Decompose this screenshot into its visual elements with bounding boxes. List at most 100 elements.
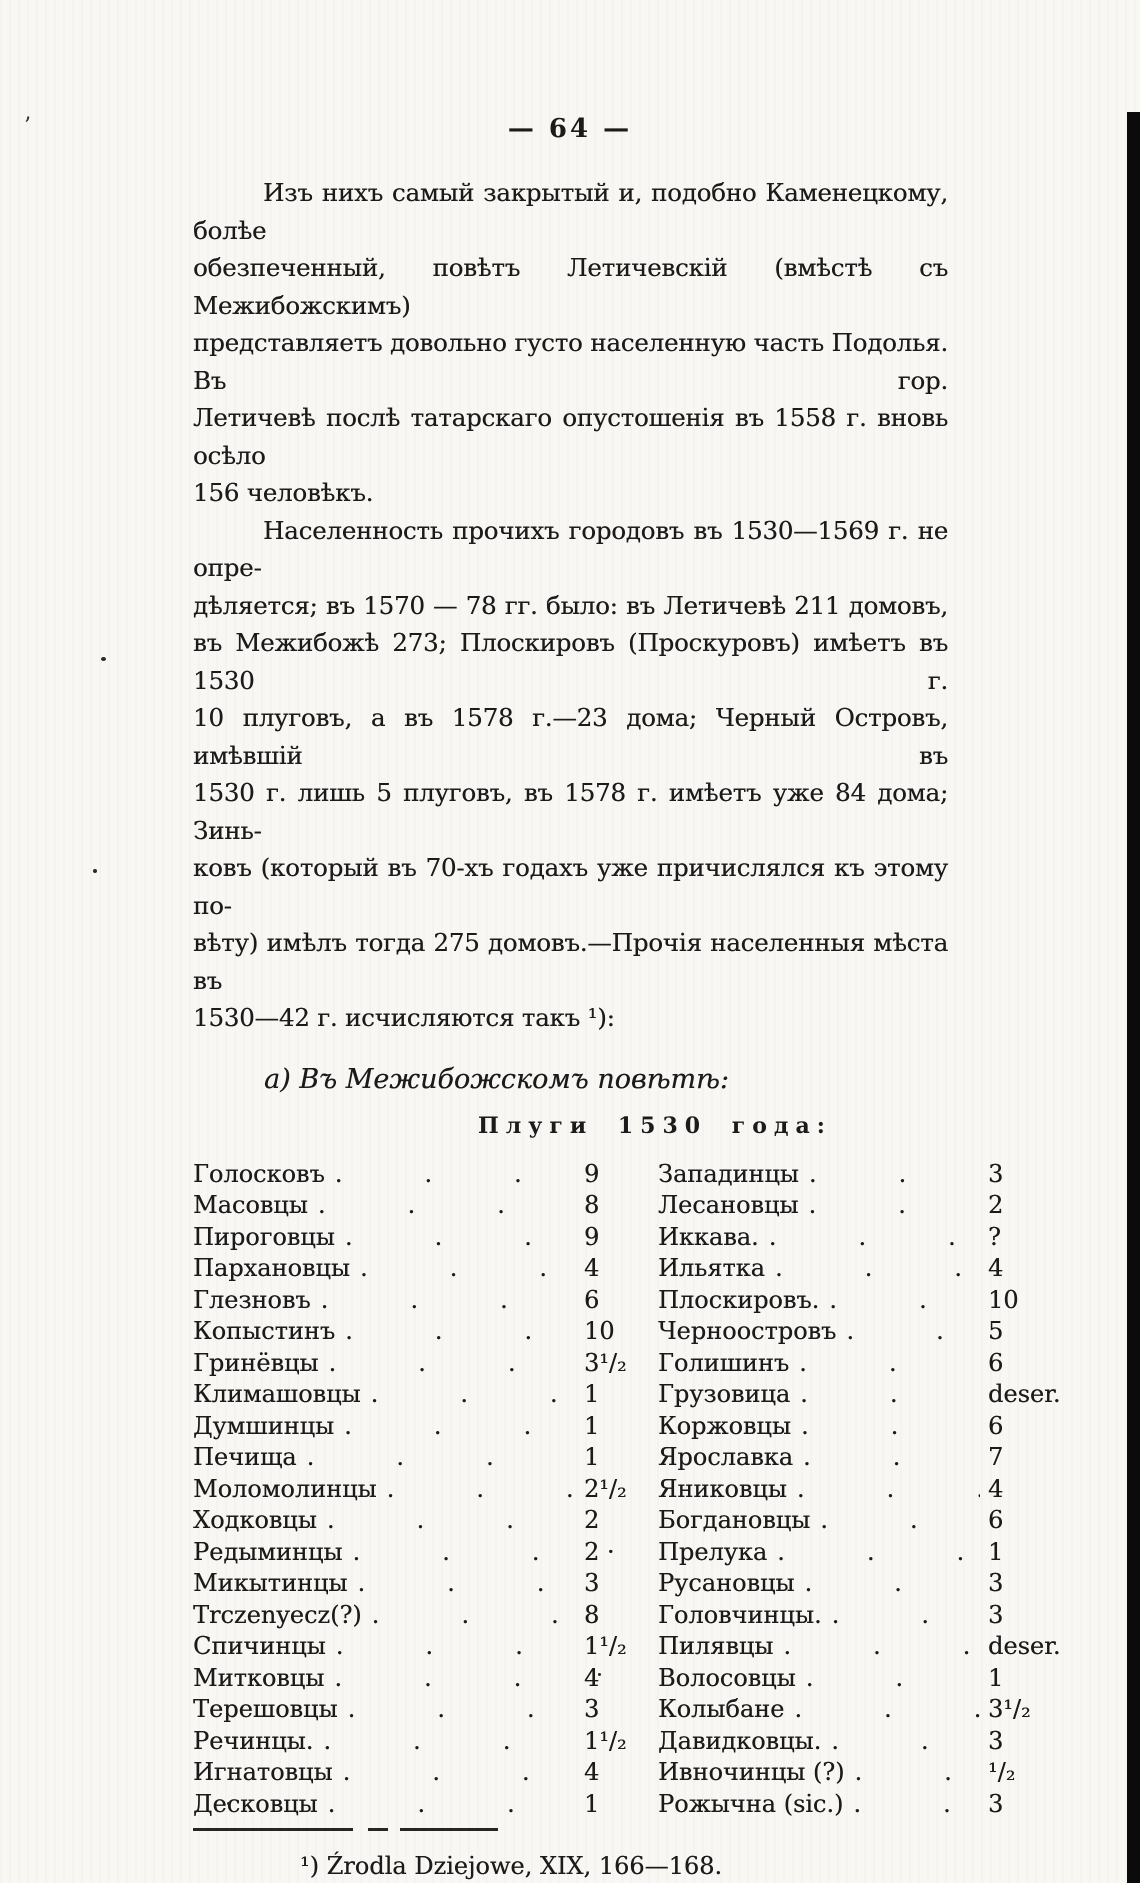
table-row: Колыбане 3¹/₂	[658, 1694, 1066, 1726]
table-row: Климашовцы 1	[193, 1379, 640, 1411]
table-row: Голишинъ 6	[658, 1348, 1066, 1380]
table-row: Богдановцы 6	[658, 1505, 1066, 1537]
plow-count: 1	[584, 1789, 600, 1818]
plow-count: 2	[584, 1506, 600, 1534]
table-row: Плоскировъ. 10	[658, 1285, 1066, 1317]
dot-leader	[335, 1159, 576, 1191]
table-row: Десковцы 1	[193, 1789, 640, 1821]
dot-leader	[352, 1537, 576, 1569]
dot-leader	[803, 1442, 980, 1474]
plow-count: 10	[584, 1317, 615, 1345]
plow-count: ?	[988, 1222, 1001, 1251]
place-name: Волосовцы	[658, 1663, 796, 1692]
place-name: Гринёвцы	[193, 1348, 319, 1377]
place-name: Ходковцы	[193, 1506, 317, 1534]
table-row: Спичинцы 1¹/₂	[193, 1631, 640, 1663]
plow-count: 3	[988, 1159, 1004, 1188]
section-heading: а) Въ Межибожскомъ повѣтѣ:	[264, 1063, 729, 1095]
scan-edge-bar	[1127, 112, 1140, 1883]
text-line: 156 человѣкъ.	[193, 478, 374, 507]
plow-count: 1	[584, 1380, 600, 1408]
plow-count: 10	[988, 1285, 1019, 1314]
scan-artifact	[227, 1802, 230, 1805]
scan-artifact: ’	[24, 114, 31, 139]
dot-leader	[820, 1505, 980, 1537]
table-row: Печища 1	[193, 1442, 640, 1474]
plow-count: 4	[584, 1254, 600, 1282]
plow-count: 3	[584, 1695, 600, 1723]
place-name: Пироговцы	[193, 1222, 335, 1251]
table-row: Терешовцы 3	[193, 1694, 640, 1726]
place-name: Масовцы	[193, 1191, 308, 1219]
page-number: — 64 —	[507, 114, 633, 144]
table-row: Давидковцы. 3	[658, 1726, 1066, 1758]
scan-artifact	[598, 1673, 601, 1676]
place-name: Иккава.	[658, 1222, 759, 1251]
table-row: Волосовцы 1	[658, 1663, 1066, 1695]
dot-leader	[318, 1190, 576, 1222]
paragraph: Населенность прочихъ городовъ въ 1530—15…	[193, 512, 948, 1037]
place-name: Ильятка	[658, 1254, 765, 1282]
table-row: Ивночинцы (?) ¹/₂	[658, 1757, 1066, 1789]
table-row: Ярославка 7	[658, 1442, 1066, 1474]
dot-leader	[808, 1190, 980, 1222]
plow-count: 1	[988, 1663, 1004, 1692]
place-name: Думшинцы	[193, 1411, 335, 1440]
place-name: Речинцы.	[193, 1726, 314, 1755]
dot-leader	[371, 1379, 576, 1411]
plow-count: 4	[584, 1663, 600, 1692]
table-row: Иккава.?	[658, 1222, 1066, 1254]
plow-table: Голосковъ 9 Масовцы 8 Пироговцы 9 Пархановцы 4 Г…	[193, 1159, 1066, 1821]
dot-leader	[334, 1663, 576, 1695]
plow-count: 6	[988, 1411, 1004, 1440]
place-name: Плоскировъ.	[658, 1285, 820, 1314]
table-row: Ильятка 4	[658, 1253, 1066, 1285]
plow-count: 1	[988, 1537, 1004, 1566]
plow-count: 4	[988, 1254, 1004, 1282]
table-row: Прелука 1	[658, 1537, 1066, 1569]
scan-artifact	[93, 869, 97, 873]
place-name: Пархановцы	[193, 1254, 350, 1282]
place-name: Прелука	[658, 1537, 768, 1566]
table-row: Коржовцы 6	[658, 1411, 1066, 1443]
plow-count: 1¹/₂	[584, 1726, 627, 1755]
table-row: Головчинцы. 3	[658, 1600, 1066, 1632]
plow-count: 8	[584, 1600, 600, 1629]
place-name: Ивночинцы (?)	[658, 1758, 845, 1786]
plow-count: 1	[584, 1443, 600, 1471]
text-line: Населенность прочихъ городовъ въ 1530—15…	[193, 515, 948, 583]
table-row: Грузовица deser.	[658, 1379, 1066, 1411]
table-row: Моломолинцы 2¹/₂	[193, 1474, 640, 1506]
plow-count: 2¹/₂	[584, 1474, 627, 1503]
text-line: въ Межибожѣ 273; Плоскировъ (Проскуровъ)…	[193, 628, 948, 695]
table-row: Русановцы 3	[658, 1568, 1066, 1600]
table-row: Микытинцы 3	[193, 1568, 640, 1600]
place-name: Терешовцы	[193, 1695, 338, 1723]
dot-leader	[801, 1411, 980, 1443]
dot-leader	[387, 1474, 576, 1506]
place-name: Грузовица	[658, 1380, 791, 1408]
footnote-marker: ¹)	[300, 1852, 319, 1880]
footnote-text: Źrodla Dziejowe, XIX, 166—168.	[326, 1852, 723, 1880]
plow-count: 3	[584, 1569, 600, 1597]
table-row: Глезновъ 6	[193, 1285, 640, 1317]
place-name: Яниковцы	[658, 1474, 787, 1503]
table-title: Плуги 1530 года:	[478, 1112, 832, 1139]
table-row: Рожычна (sic.) 3	[658, 1789, 1066, 1821]
dot-leader	[360, 1253, 576, 1285]
table-row: Думшинцы 1	[193, 1411, 640, 1443]
place-name: Микытинцы	[193, 1569, 348, 1597]
dot-leader	[775, 1253, 980, 1285]
plow-count: 2 ·	[584, 1537, 615, 1566]
place-name: Редыминцы	[193, 1537, 343, 1566]
dot-leader	[343, 1757, 576, 1789]
text-line: 1530 г. лишь 5 плуговъ, въ 1578 г. имѣет…	[193, 778, 948, 845]
plow-count: 5	[988, 1317, 1004, 1345]
plow-count: 8	[584, 1191, 600, 1219]
dot-leader	[372, 1600, 576, 1632]
place-name: Давидковцы.	[658, 1726, 822, 1755]
paragraph: Изъ нихъ самый закрытый и, подобно Камен…	[193, 174, 948, 512]
dot-leader	[783, 1631, 980, 1663]
table-row: Игнатовцы 4	[193, 1757, 640, 1789]
table-row: Черноостровъ 5	[658, 1316, 1066, 1348]
